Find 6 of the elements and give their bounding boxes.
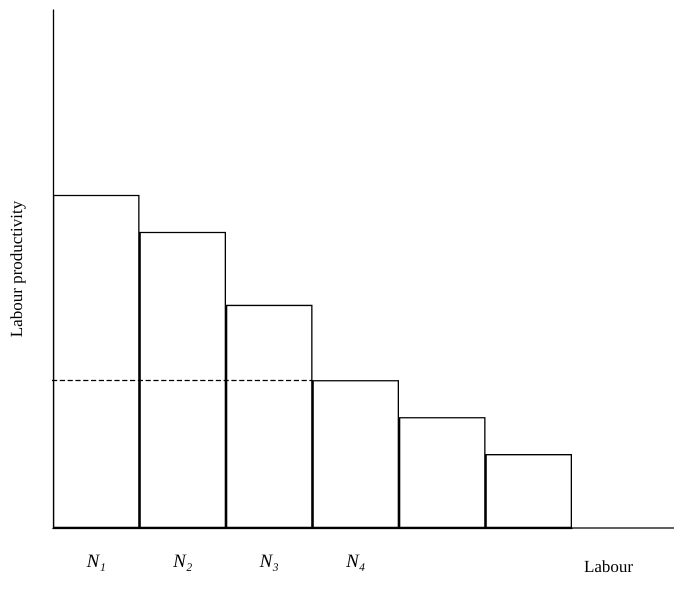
x-tick-label: N₃ [258, 551, 279, 572]
x-axis-title: Labour [584, 557, 634, 576]
x-tick-label: N₄ [345, 551, 366, 572]
y-axis-title: Labour productivity [7, 200, 26, 338]
x-tick-label: N₁ [86, 551, 106, 572]
x-tick-label: N₂ [172, 551, 193, 572]
